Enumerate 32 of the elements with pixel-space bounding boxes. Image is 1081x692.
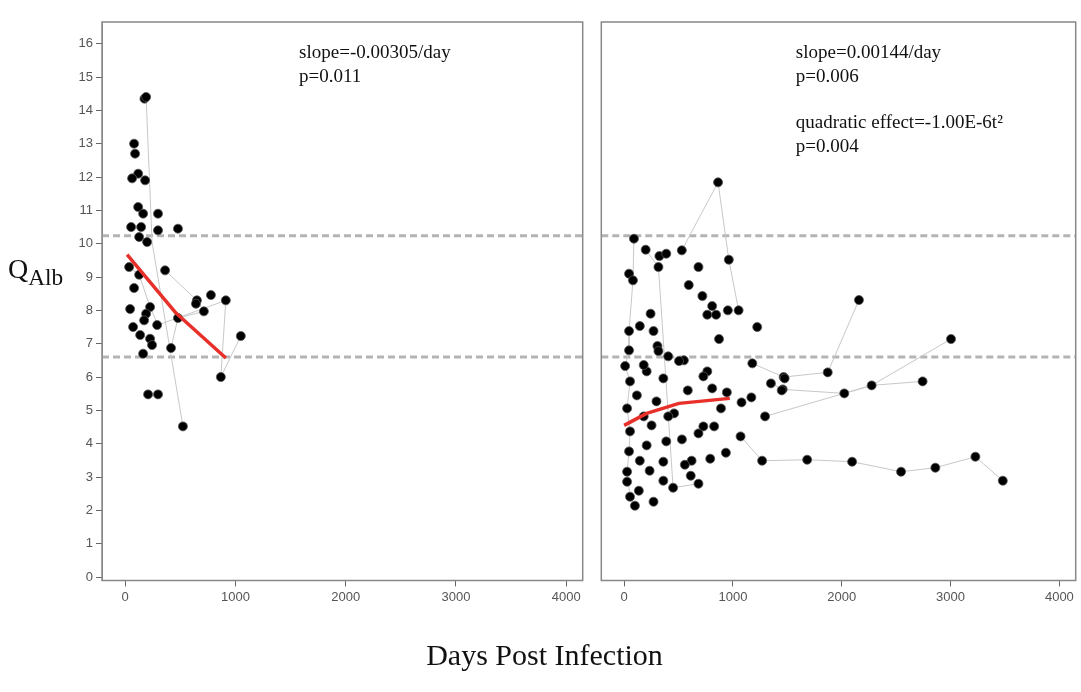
y-tick-label: 14 — [78, 101, 93, 117]
y-tick-label: 3 — [85, 468, 93, 484]
y-tick-label: 0 — [85, 568, 93, 584]
y-tick-label: 15 — [78, 68, 93, 84]
annotation: slope=0.00144/day p=0.006 — [795, 41, 942, 87]
y-tick-label: 5 — [85, 401, 93, 417]
x-tick-label: 4000 — [551, 588, 581, 604]
y-tick-label: 6 — [85, 368, 93, 384]
y-tick-label: 12 — [78, 168, 93, 184]
x-tick-label: 1000 — [718, 588, 748, 604]
x-tick-label: 2000 — [331, 588, 361, 604]
x-tick-label: 0 — [620, 588, 628, 604]
y-tick-label: 11 — [79, 201, 93, 217]
y-tick-label: 2 — [85, 501, 93, 517]
y-tick-label: 8 — [85, 301, 93, 317]
y-tick-label: 9 — [85, 268, 93, 284]
y-tick-label: 1 — [85, 535, 93, 551]
x-axis-title: Days Post Infection — [425, 638, 664, 672]
y-tick-label: 4 — [85, 435, 93, 451]
x-tick-label: 1000 — [220, 588, 250, 604]
x-tick-label: 0 — [121, 588, 129, 604]
y-tick-label: 16 — [78, 35, 93, 51]
y-tick-label: 7 — [85, 335, 93, 351]
y-tick-label: 10 — [78, 235, 93, 251]
y-axis-title: Q$_{Alb}$ — [8, 253, 64, 291]
x-tick-label: 3000 — [936, 588, 966, 604]
x-tick-label: 2000 — [827, 588, 857, 604]
x-tick-label: 4000 — [1044, 588, 1074, 604]
annotation: quadratic effect=-1.00E-6t² p=0.004 — [795, 111, 1004, 157]
annotation: slope=-0.00305/day p=0.011 — [299, 41, 452, 87]
y-tick-label: 13 — [78, 135, 93, 151]
x-tick-label: 3000 — [441, 588, 471, 604]
